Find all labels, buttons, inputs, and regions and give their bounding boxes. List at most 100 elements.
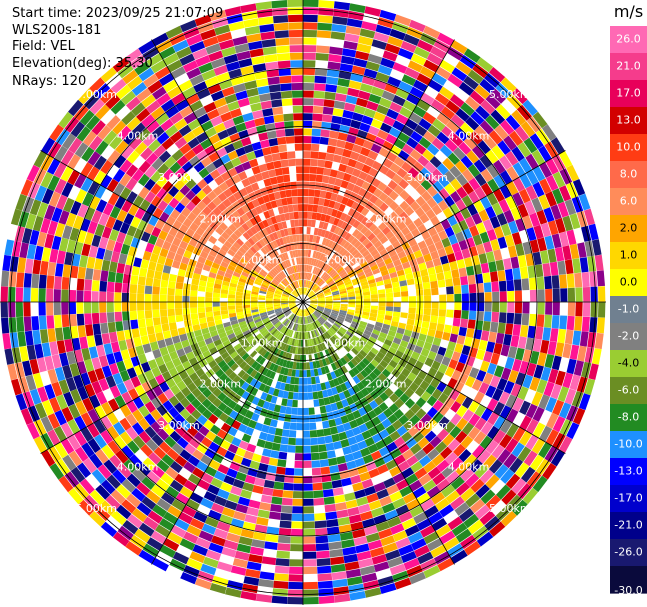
range-gate bbox=[246, 87, 259, 98]
range-gate bbox=[573, 360, 584, 377]
range-gate bbox=[303, 7, 319, 15]
range-gate bbox=[303, 52, 316, 60]
range-gate bbox=[2, 254, 12, 272]
range-gate bbox=[283, 367, 289, 376]
range-gate bbox=[460, 468, 474, 482]
range-gate bbox=[275, 311, 283, 316]
range-gate bbox=[434, 222, 445, 234]
range-gate bbox=[348, 256, 356, 264]
range-gate bbox=[311, 460, 321, 468]
range-gate bbox=[367, 150, 379, 161]
range-gate bbox=[37, 202, 49, 218]
range-gate bbox=[316, 429, 325, 437]
range-gate bbox=[129, 293, 137, 302]
range-gate bbox=[416, 339, 425, 348]
range-gate bbox=[212, 158, 224, 169]
range-gate bbox=[173, 341, 183, 351]
range-gate bbox=[312, 482, 323, 491]
range-gate bbox=[246, 443, 257, 453]
range-gate bbox=[350, 119, 362, 130]
range-gate bbox=[573, 407, 586, 425]
range-gate bbox=[144, 191, 156, 203]
range-gate bbox=[398, 511, 413, 523]
range-gate bbox=[420, 498, 435, 512]
range-gate bbox=[363, 108, 376, 119]
range-gate bbox=[114, 196, 126, 210]
range-gate bbox=[74, 142, 89, 158]
range-gate bbox=[106, 425, 120, 440]
range-gate bbox=[295, 324, 299, 331]
range-gate bbox=[539, 162, 553, 178]
range-gate bbox=[174, 518, 190, 531]
range-gate bbox=[179, 196, 191, 207]
range-gate bbox=[168, 322, 177, 331]
range-gate bbox=[444, 348, 454, 359]
range-gate bbox=[343, 355, 351, 363]
range-gate bbox=[285, 189, 292, 198]
range-gate bbox=[438, 230, 448, 241]
range-gate bbox=[413, 217, 424, 228]
range-gate bbox=[326, 388, 334, 397]
range-gate bbox=[185, 414, 197, 426]
range-gate bbox=[197, 479, 211, 491]
range-gate bbox=[475, 243, 486, 255]
range-gate bbox=[361, 249, 370, 258]
range-gate bbox=[138, 549, 156, 564]
range-gate bbox=[40, 416, 54, 433]
range-gate bbox=[204, 145, 216, 156]
range-gate bbox=[199, 322, 208, 330]
range-gate bbox=[423, 130, 436, 143]
range-gate bbox=[51, 354, 62, 369]
range-gate bbox=[198, 167, 210, 179]
range-gate bbox=[566, 229, 577, 246]
range-gate bbox=[119, 417, 132, 431]
range-gate bbox=[532, 181, 545, 198]
range-gate bbox=[509, 457, 524, 474]
range-gate bbox=[174, 473, 188, 486]
range-gate bbox=[425, 260, 435, 269]
range-gate bbox=[547, 341, 557, 356]
range-gate bbox=[324, 357, 331, 366]
range-gate bbox=[80, 162, 94, 177]
range-gate bbox=[303, 377, 308, 385]
range-gate bbox=[499, 184, 512, 199]
range-gate bbox=[332, 273, 340, 280]
range-gate bbox=[458, 81, 475, 96]
range-gate bbox=[414, 143, 427, 155]
range-gate bbox=[152, 504, 167, 518]
range-gate bbox=[250, 293, 259, 298]
range-gate bbox=[370, 290, 378, 295]
range-gate bbox=[430, 315, 438, 324]
range-gate bbox=[303, 506, 315, 514]
range-gate bbox=[74, 431, 87, 447]
range-gate bbox=[55, 327, 64, 341]
range-gate bbox=[274, 265, 281, 273]
range-gate bbox=[441, 237, 451, 248]
range-gate bbox=[447, 73, 463, 88]
range-gate bbox=[82, 192, 94, 207]
range-gate bbox=[426, 185, 438, 197]
range-gate bbox=[432, 518, 448, 531]
range-gate bbox=[275, 37, 290, 46]
range-gate bbox=[231, 437, 242, 447]
range-gate bbox=[489, 375, 501, 388]
range-gate bbox=[162, 411, 174, 424]
range-gate bbox=[485, 494, 501, 510]
range-gate bbox=[162, 192, 174, 204]
range-gate bbox=[545, 429, 559, 446]
range-gate bbox=[552, 416, 566, 433]
range-gate bbox=[198, 317, 207, 324]
range-gate bbox=[190, 184, 202, 195]
range-gate bbox=[383, 408, 394, 418]
range-gate bbox=[145, 242, 155, 253]
range-ring-label: 5.00km bbox=[75, 502, 117, 515]
range-gate bbox=[101, 333, 111, 345]
range-gate bbox=[306, 362, 311, 370]
range-gate bbox=[300, 309, 302, 317]
range-gate bbox=[365, 461, 377, 472]
range-gate bbox=[261, 556, 277, 566]
range-gate bbox=[212, 435, 224, 446]
range-gate bbox=[49, 124, 64, 142]
range-gate bbox=[44, 384, 56, 400]
range-gate bbox=[105, 94, 121, 110]
